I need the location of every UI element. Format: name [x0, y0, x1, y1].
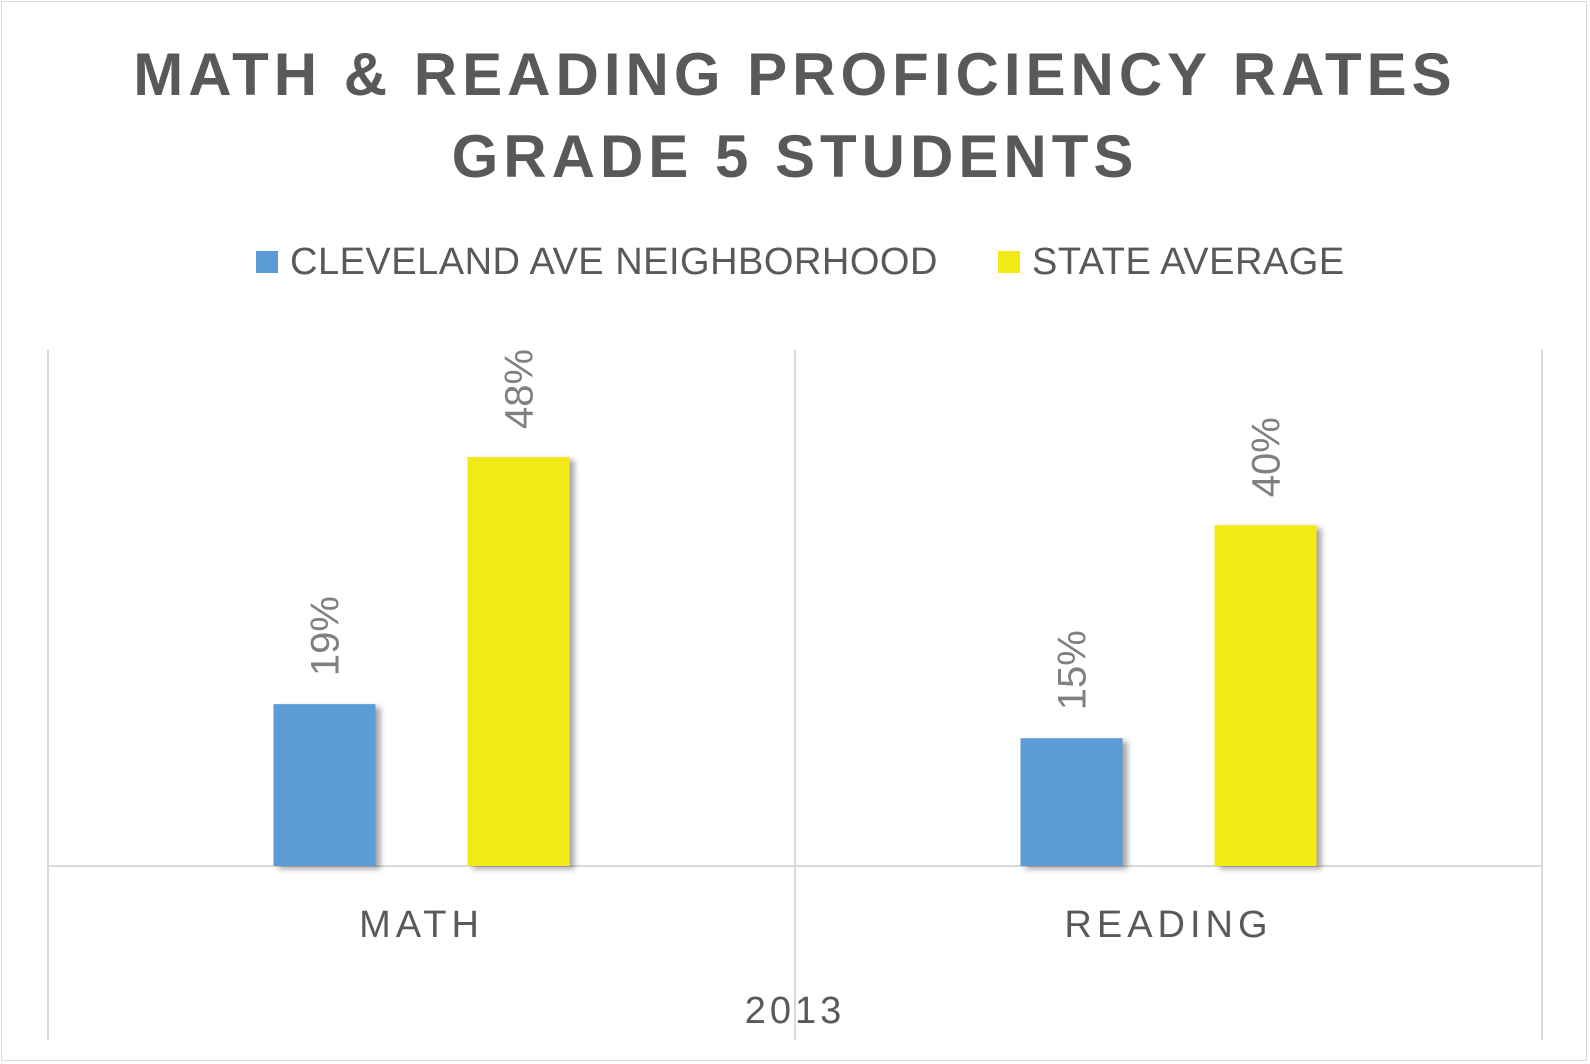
- data-label: 15%: [1051, 630, 1095, 710]
- group-label-year: 2013: [745, 990, 846, 1032]
- data-label: 40%: [1245, 417, 1289, 497]
- bar-state-average-reading: [1214, 525, 1317, 866]
- bar-cleveland-reading: [1020, 738, 1123, 866]
- category-label-math: MATH: [359, 904, 484, 946]
- legend-swatch-state-average: [998, 251, 1020, 273]
- chart-title-line2: GRADE 5 STUDENTS: [451, 123, 1139, 190]
- data-label: 19%: [304, 596, 348, 676]
- legend-swatch-cleveland: [256, 251, 278, 273]
- legend-label-state-average: STATE AVERAGE: [1032, 240, 1345, 283]
- bar-cleveland-math: [273, 704, 376, 866]
- legend-item-cleveland: CLEVELAND AVE NEIGHBORHOOD: [256, 236, 938, 288]
- category-label-reading: READING: [1064, 904, 1272, 946]
- bar-state-average-math: [467, 457, 570, 866]
- legend-item-state-average: STATE AVERAGE: [998, 236, 1345, 288]
- chart-legend: CLEVELAND AVE NEIGHBORHOOD STATE AVERAGE: [0, 236, 1590, 288]
- legend-label-cleveland: CLEVELAND AVE NEIGHBORHOOD: [290, 240, 938, 283]
- data-label: 48%: [498, 349, 542, 429]
- chart-title-line1: MATH & READING PROFICIENCY RATES: [133, 41, 1457, 108]
